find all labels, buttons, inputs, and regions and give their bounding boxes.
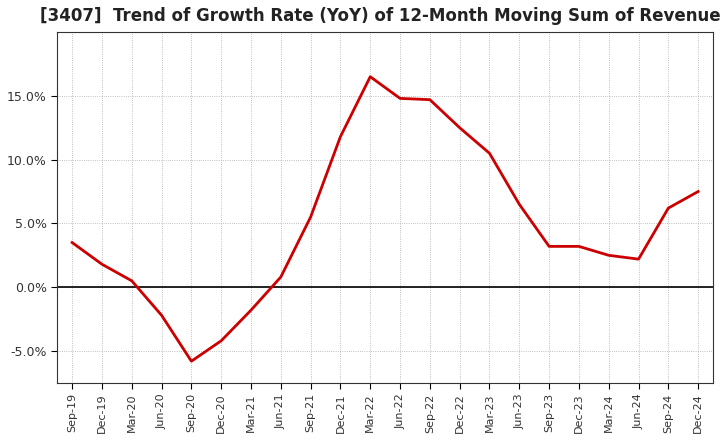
Title: [3407]  Trend of Growth Rate (YoY) of 12-Month Moving Sum of Revenues: [3407] Trend of Growth Rate (YoY) of 12-… [40, 7, 720, 25]
